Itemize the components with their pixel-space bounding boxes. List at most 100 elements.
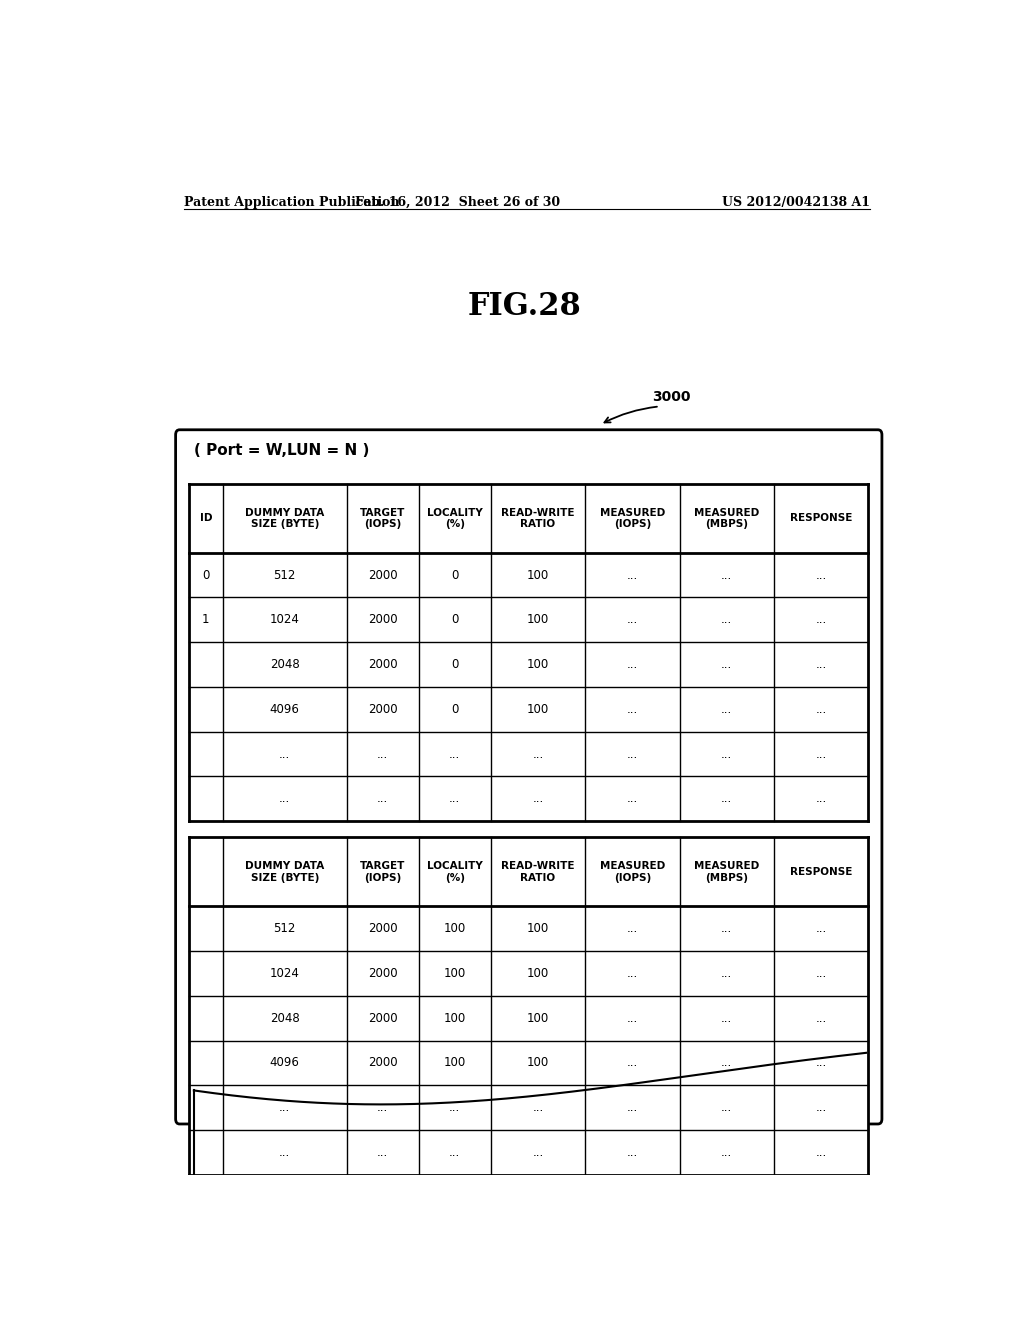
Bar <box>189 483 868 821</box>
Text: 2000: 2000 <box>368 659 397 671</box>
Text: 512: 512 <box>273 923 296 936</box>
Text: LOCALITY
(%): LOCALITY (%) <box>427 862 482 883</box>
Text: ...: ... <box>627 569 638 582</box>
Text: 4096: 4096 <box>269 1056 300 1069</box>
Text: 2000: 2000 <box>368 1011 397 1024</box>
Text: 2000: 2000 <box>368 569 397 582</box>
Text: 512: 512 <box>273 569 296 582</box>
Text: ...: ... <box>815 569 826 582</box>
Text: 4096: 4096 <box>269 702 300 715</box>
Text: ...: ... <box>721 968 732 979</box>
Text: ...: ... <box>532 1101 544 1114</box>
Text: 100: 100 <box>526 923 549 936</box>
Text: 0: 0 <box>451 569 459 582</box>
Text: ...: ... <box>280 1101 291 1114</box>
Text: ...: ... <box>721 792 732 805</box>
Text: ...: ... <box>721 1101 732 1114</box>
Text: ...: ... <box>815 1011 826 1024</box>
Text: ...: ... <box>721 569 732 582</box>
Text: ...: ... <box>627 968 638 979</box>
Text: FIG.28: FIG.28 <box>468 290 582 322</box>
Text: ...: ... <box>815 792 826 805</box>
Text: MEASURED
(MBPS): MEASURED (MBPS) <box>694 862 760 883</box>
Bar <box>189 837 868 1175</box>
Text: 100: 100 <box>526 614 549 627</box>
Text: 1024: 1024 <box>269 614 300 627</box>
Text: RESPONSE: RESPONSE <box>791 867 852 876</box>
Text: ...: ... <box>721 747 732 760</box>
Text: DUMMY DATA
SIZE (BYTE): DUMMY DATA SIZE (BYTE) <box>245 862 325 883</box>
Text: 100: 100 <box>526 659 549 671</box>
Text: US 2012/0042138 A1: US 2012/0042138 A1 <box>722 195 870 209</box>
Text: ...: ... <box>280 1146 291 1159</box>
Text: ...: ... <box>815 659 826 671</box>
Text: ...: ... <box>815 614 826 627</box>
Text: 2048: 2048 <box>270 1011 300 1024</box>
Text: ...: ... <box>450 1101 461 1114</box>
Text: ...: ... <box>627 923 638 936</box>
Text: ...: ... <box>627 1056 638 1069</box>
Text: LOCALITY
(%): LOCALITY (%) <box>427 508 482 529</box>
Text: 100: 100 <box>526 968 549 979</box>
Text: ...: ... <box>450 747 461 760</box>
Text: 100: 100 <box>526 569 549 582</box>
Text: Patent Application Publication: Patent Application Publication <box>183 195 399 209</box>
Text: ...: ... <box>721 614 732 627</box>
Text: DUMMY DATA
SIZE (BYTE): DUMMY DATA SIZE (BYTE) <box>245 508 325 529</box>
Text: 100: 100 <box>443 968 466 979</box>
Text: ...: ... <box>627 614 638 627</box>
Text: ...: ... <box>721 1146 732 1159</box>
Text: ...: ... <box>721 923 732 936</box>
Text: 2000: 2000 <box>368 968 397 979</box>
Text: ...: ... <box>721 659 732 671</box>
Text: ...: ... <box>280 792 291 805</box>
Text: TARGET
(IOPS): TARGET (IOPS) <box>360 862 406 883</box>
Text: 100: 100 <box>443 1011 466 1024</box>
Text: 2000: 2000 <box>368 1056 397 1069</box>
Text: ...: ... <box>627 702 638 715</box>
Text: READ-WRITE
RATIO: READ-WRITE RATIO <box>501 508 574 529</box>
Text: 0: 0 <box>202 569 210 582</box>
Text: ...: ... <box>815 1146 826 1159</box>
Text: ...: ... <box>815 1101 826 1114</box>
Text: ...: ... <box>627 792 638 805</box>
Text: ...: ... <box>450 1146 461 1159</box>
Text: ...: ... <box>627 1101 638 1114</box>
Text: ( Port = W,LUN = N ): ( Port = W,LUN = N ) <box>194 444 370 458</box>
Text: 100: 100 <box>443 1056 466 1069</box>
Text: ID: ID <box>200 513 212 523</box>
FancyBboxPatch shape <box>176 430 882 1125</box>
Text: ...: ... <box>721 1056 732 1069</box>
Text: ...: ... <box>450 792 461 805</box>
Text: ...: ... <box>532 792 544 805</box>
Text: 2048: 2048 <box>270 659 300 671</box>
Text: 100: 100 <box>526 702 549 715</box>
Text: MEASURED
(IOPS): MEASURED (IOPS) <box>600 508 665 529</box>
Text: 100: 100 <box>443 923 466 936</box>
Text: 0: 0 <box>451 659 459 671</box>
Text: ...: ... <box>815 923 826 936</box>
Text: ...: ... <box>377 1146 388 1159</box>
Text: TARGET
(IOPS): TARGET (IOPS) <box>360 508 406 529</box>
Text: ...: ... <box>721 1011 732 1024</box>
Text: RESPONSE: RESPONSE <box>791 513 852 523</box>
Text: 0: 0 <box>451 702 459 715</box>
Text: 1: 1 <box>202 614 210 627</box>
Text: MEASURED
(IOPS): MEASURED (IOPS) <box>600 862 665 883</box>
Text: 3000: 3000 <box>652 391 690 404</box>
Text: READ-WRITE
RATIO: READ-WRITE RATIO <box>501 862 574 883</box>
Text: ...: ... <box>627 747 638 760</box>
Text: ...: ... <box>815 968 826 979</box>
Text: ...: ... <box>627 1146 638 1159</box>
Text: MEASURED
(MBPS): MEASURED (MBPS) <box>694 508 760 529</box>
Text: ...: ... <box>377 1101 388 1114</box>
Text: 1024: 1024 <box>269 968 300 979</box>
Text: ...: ... <box>532 1146 544 1159</box>
Text: ...: ... <box>815 747 826 760</box>
Text: 100: 100 <box>526 1056 549 1069</box>
Text: 0: 0 <box>451 614 459 627</box>
Text: 2000: 2000 <box>368 923 397 936</box>
Text: ...: ... <box>721 702 732 715</box>
Text: ...: ... <box>815 1056 826 1069</box>
Text: ...: ... <box>377 792 388 805</box>
